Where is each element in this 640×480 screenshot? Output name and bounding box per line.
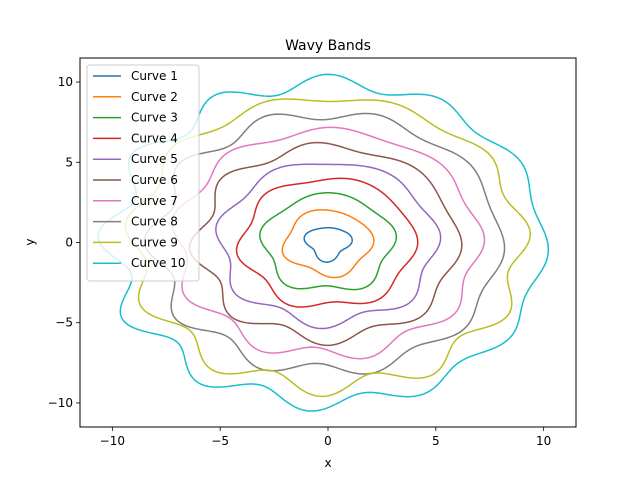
y-tick-label: 10 <box>58 75 73 89</box>
series-line-curve-3 <box>259 192 398 291</box>
chart-title: Wavy Bands <box>285 38 371 54</box>
legend-label-curve-6: Curve 6 <box>131 173 178 187</box>
y-tick-label: −10 <box>48 396 73 410</box>
y-tick-label: 5 <box>65 155 73 169</box>
legend-label-curve-5: Curve 5 <box>131 152 178 166</box>
x-tick-label: 5 <box>432 434 440 448</box>
legend-label-curve-9: Curve 9 <box>131 235 178 249</box>
series-line-curve-2 <box>281 209 375 279</box>
x-axis-ticks: −10 −5 0 5 10 <box>100 427 551 448</box>
legend-label-curve-10: Curve 10 <box>131 256 186 270</box>
legend-label-curve-8: Curve 8 <box>131 215 178 229</box>
series-line-curve-4 <box>235 177 419 308</box>
y-axis-label: y <box>23 238 37 245</box>
series-line-curve-1 <box>303 226 353 263</box>
x-tick-label: 10 <box>536 434 551 448</box>
x-tick-label: 0 <box>324 434 332 448</box>
x-tick-label: −5 <box>211 434 229 448</box>
y-tick-label: −5 <box>55 316 73 330</box>
legend-label-curve-3: Curve 3 <box>131 111 178 125</box>
x-axis-label: x <box>324 456 331 470</box>
legend-label-curve-7: Curve 7 <box>131 194 178 208</box>
series-line-curve-5 <box>215 163 442 330</box>
legend-label-curve-1: Curve 1 <box>131 69 178 83</box>
legend-label-curve-4: Curve 4 <box>131 131 178 145</box>
legend-label-curve-2: Curve 2 <box>131 90 178 104</box>
y-axis-ticks: −10 −5 0 5 10 <box>48 75 80 410</box>
legend-frame <box>86 64 200 282</box>
legend: Curve 1 Curve 2 Curve 3 Curve 4 Curve 5 Curve… <box>86 64 200 282</box>
y-tick-label: 0 <box>65 236 73 250</box>
x-tick-label: −10 <box>100 434 125 448</box>
